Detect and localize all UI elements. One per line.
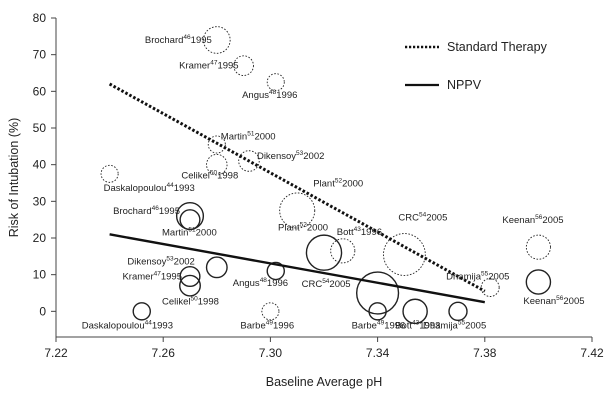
nppv-bubble-plant (305, 234, 343, 271)
nppv-bubbles (132, 201, 552, 325)
nppv-bubble-celikel (179, 274, 201, 297)
nppv-bubble-crc (355, 271, 400, 315)
standard-therapy-bubble-angus (266, 73, 285, 92)
standard-therapy-bubble-barbe (261, 302, 280, 321)
legend-label: NPPV (447, 78, 482, 92)
y-tick-label: 40 (33, 158, 47, 172)
x-tick-label: 7.38 (473, 346, 497, 360)
study-label-kramer: Kramer471995 (122, 271, 182, 283)
standard-therapy-bubble-dikensoy (238, 150, 260, 172)
standard-therapy-bubble-celikel (206, 153, 228, 176)
standard-therapy-bubbles (100, 26, 551, 321)
axes: 0 10 20 30 40 50 60 70 80 7.22 7.26 7.30 7.34 7.38 7.4… (7, 11, 604, 389)
x-tick-label: 7.34 (366, 346, 390, 360)
standard-therapy-bubble-martin (207, 135, 226, 154)
x-tick-label: 7.26 (152, 346, 176, 360)
study-label-martin: Martin512000 (162, 227, 217, 239)
standard-therapy-bubble-dhamija (480, 278, 500, 297)
y-tick-label: 30 (33, 194, 47, 208)
y-axis-title: Risk of Intubation (%) (7, 118, 21, 238)
study-label-bott: Bott431996 (337, 226, 382, 238)
y-tick-label: 0 (39, 304, 46, 318)
nppv-bubble-dhamija (448, 301, 468, 322)
study-label-dikensoy: Dikensoy532002 (127, 255, 194, 267)
study-label-crc: CRC542005 (398, 212, 447, 224)
y-tick-label: 80 (33, 11, 47, 25)
legend-label: Standard Therapy (447, 40, 548, 54)
y-tick-label: 20 (33, 231, 47, 245)
study-label-martin: Martin512000 (221, 131, 276, 143)
study-label-keenan: Keenan562005 (523, 295, 584, 307)
study-label-daskalopoulou: Daskalopoulou441993 (104, 182, 195, 194)
x-tick-label: 7.22 (44, 346, 68, 360)
study-label-bott: Bott431993 (395, 319, 440, 331)
study-label-angus: Angus481996 (242, 89, 297, 101)
nppv-trend-line (109, 233, 486, 304)
study-label-brochard: Brochard461995 (145, 34, 212, 46)
x-axis-title: Baseline Average pH (266, 375, 383, 389)
study-label-barbe: Barbe491996 (352, 319, 406, 331)
trend-lines (108, 82, 486, 304)
study-labels: Brochard461995 Kramer471995 Angus481996 Mar… (82, 34, 585, 331)
y-tick-label: 10 (33, 268, 47, 282)
study-label-angus: Angus481996 (233, 277, 288, 289)
study-label-barbe: Barbe491996 (240, 319, 294, 331)
study-label-dhamija: Dhamija552005 (423, 319, 486, 331)
standard-therapy-bubble-kramer (233, 55, 254, 76)
study-label-kramer: Kramer471995 (179, 60, 239, 72)
standard-therapy-bubble-keenan (525, 234, 551, 260)
nppv-bubble-dikensoy (205, 256, 228, 279)
study-label-celikel: Celikel501998 (162, 296, 219, 308)
standard-therapy-trend-line (108, 82, 486, 293)
standard-therapy-bubble-bott (330, 238, 356, 264)
study-label-brochard: Brochard461995 (113, 205, 180, 217)
study-label-dhamija: Dhamija552005 (446, 271, 509, 283)
legend: Standard Therapy NPPV (405, 40, 548, 92)
nppv-bubble-martin (179, 209, 201, 231)
nppv-bubble-daskalopoulou (132, 302, 151, 321)
y-tick-label: 60 (33, 84, 47, 98)
y-tick-label: 70 (33, 48, 47, 62)
study-label-plant: Plant522000 (278, 222, 328, 234)
study-label-plant: Plant522000 (313, 178, 363, 190)
standard-therapy-bubble-daskalopoulou (100, 164, 119, 183)
study-label-celikel: Celikel501998 (181, 170, 238, 182)
nppv-bubble-barbe (368, 302, 387, 321)
study-label-dikensoy: Dikensoy532002 (257, 150, 324, 162)
nppv-bubble-bott (402, 298, 428, 325)
standard-therapy-bubble-brochard (203, 26, 231, 54)
standard-therapy-bubble-plant (279, 192, 316, 229)
standard-therapy-bubble-crc (383, 233, 426, 276)
study-label-daskalopoulou: Daskalopoulou441993 (82, 319, 173, 331)
study-label-crc: CRC542005 (302, 278, 351, 290)
nppv-bubble-keenan (525, 269, 552, 295)
y-tick-label: 50 (33, 121, 47, 135)
x-tick-label: 7.42 (580, 346, 604, 360)
nppv-bubble-kramer (179, 265, 201, 288)
study-label-keenan: Keenan562005 (502, 214, 563, 226)
x-tick-label: 7.30 (259, 346, 283, 360)
nppv-bubble-angus (266, 261, 285, 281)
